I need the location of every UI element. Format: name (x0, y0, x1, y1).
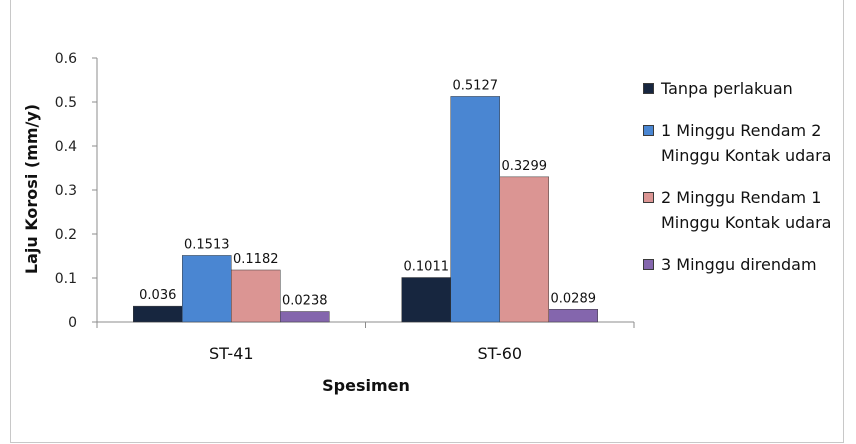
bar (280, 311, 330, 323)
y-tick-label: 0.1 (55, 271, 77, 287)
legend-swatch (643, 259, 654, 270)
y-tick-label: 0 (68, 315, 77, 331)
y-tick-label: 0.6 (55, 51, 77, 67)
chart-frame (10, 0, 844, 443)
data-label: 0.0289 (551, 291, 597, 306)
y-tick-label: 0.5 (55, 95, 77, 111)
bar (182, 255, 232, 323)
data-label: 0.1513 (184, 237, 230, 252)
y-tick-labels: 0 0.1 0.2 0.3 0.4 0.5 0.6 (55, 51, 77, 331)
bar (401, 277, 451, 323)
data-label: 0.1011 (404, 260, 450, 275)
legend-item: Tanpa perlakuan (643, 76, 848, 101)
legend-label: 3 Minggu direndam (661, 255, 817, 274)
y-tick-label: 0.3 (55, 183, 77, 199)
y-axis-title: Laju Korosi (mm/y) (22, 104, 41, 274)
data-label: 0.5127 (453, 78, 499, 93)
bar (548, 309, 598, 323)
legend-swatch (643, 83, 654, 94)
bar (133, 305, 183, 323)
data-label: 0.1182 (233, 252, 279, 267)
data-label: 0.036 (139, 288, 176, 303)
x-axis-title: Spesimen (322, 376, 410, 395)
y-tick-label: 0.2 (55, 227, 77, 243)
bar (231, 269, 281, 323)
bars (133, 96, 598, 323)
legend-swatch (643, 192, 654, 203)
bar (499, 176, 549, 323)
legend-item: 2 Minggu Rendam 1 Minggu Kontak udara (643, 185, 848, 235)
legend-item: 1 Minggu Rendam 2 Minggu Kontak udara (643, 118, 848, 168)
legend-label: 2 Minggu Rendam 1 Minggu Kontak udara (661, 188, 832, 232)
category-label: ST-60 (477, 344, 522, 363)
legend: Tanpa perlakuan 1 Minggu Rendam 2 Minggu … (643, 76, 848, 294)
data-label: 0.0238 (282, 294, 328, 309)
data-label: 0.3299 (502, 159, 548, 174)
legend-label: Tanpa perlakuan (661, 79, 793, 98)
bar (450, 96, 500, 323)
legend-swatch (643, 125, 654, 136)
category-label: ST-41 (209, 344, 254, 363)
legend-label: 1 Minggu Rendam 2 Minggu Kontak udara (661, 121, 832, 165)
y-tick-label: 0.4 (55, 139, 77, 155)
category-labels: ST-41 ST-60 (209, 344, 522, 363)
legend-item: 3 Minggu direndam (643, 252, 848, 277)
